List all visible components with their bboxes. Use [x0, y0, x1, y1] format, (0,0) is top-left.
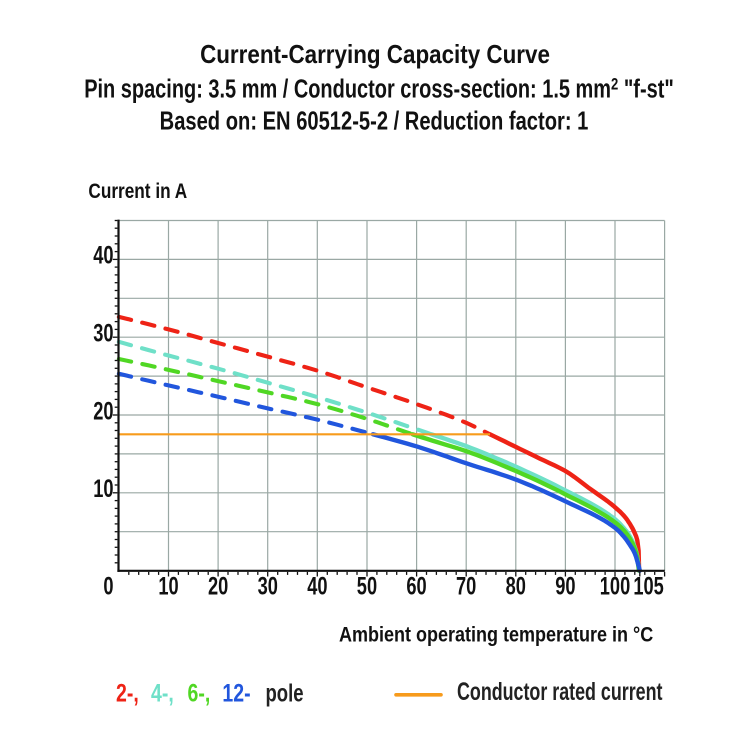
svg-text:Ambient operating temperature: Ambient operating temperature in °C: [339, 623, 653, 647]
svg-text:60: 60: [406, 572, 426, 601]
svg-text:Current-Carrying Capacity Curv: Current-Carrying Capacity Curve: [200, 41, 550, 70]
svg-text:pole: pole: [266, 679, 304, 707]
svg-text:6-,: 6-,: [188, 679, 211, 707]
svg-text:Pin spacing: 3.5 mm / Conducto: Pin spacing: 3.5 mm / Conductor cross-se…: [84, 74, 674, 103]
svg-text:Conductor rated current: Conductor rated current: [457, 677, 662, 706]
svg-text:105: 105: [633, 572, 663, 601]
svg-text:40: 40: [307, 572, 327, 601]
svg-text:4-,: 4-,: [151, 679, 174, 707]
svg-text:0: 0: [103, 572, 113, 601]
svg-text:12-: 12-: [222, 679, 250, 707]
svg-text:40: 40: [93, 241, 113, 270]
svg-text:20: 20: [208, 572, 228, 601]
svg-text:30: 30: [258, 572, 278, 601]
svg-text:30: 30: [93, 319, 113, 348]
svg-text:2-,: 2-,: [116, 679, 139, 707]
svg-text:10: 10: [93, 474, 113, 503]
svg-text:70: 70: [456, 572, 476, 601]
svg-text:Current in A: Current in A: [88, 181, 187, 204]
svg-text:80: 80: [506, 572, 526, 601]
svg-text:Based on: EN 60512-5-2 / Reduc: Based on: EN 60512-5-2 / Reduction facto…: [160, 106, 589, 135]
svg-text:90: 90: [555, 572, 575, 601]
svg-text:50: 50: [357, 572, 377, 601]
svg-text:20: 20: [93, 396, 113, 425]
svg-text:100: 100: [600, 572, 630, 601]
svg-text:10: 10: [158, 572, 178, 601]
